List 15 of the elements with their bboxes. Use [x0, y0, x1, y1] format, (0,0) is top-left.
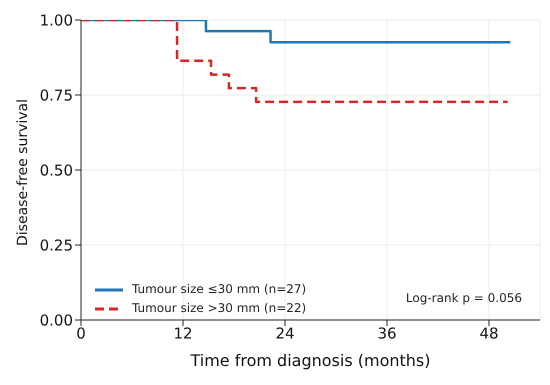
x-tick-label: 12 — [173, 324, 193, 343]
x-tick-label: 0 — [76, 324, 86, 343]
x-tick-label: 24 — [275, 324, 295, 343]
legend-label: Tumour size >30 mm (n=22) — [132, 300, 306, 317]
x-tick-label: 48 — [479, 324, 499, 343]
y-tick-label: 0.25 — [40, 236, 73, 254]
legend-label: Tumour size ≤30 mm (n=27) — [132, 281, 306, 298]
y-tick-label: 0.75 — [40, 86, 73, 104]
x-tick-label: 36 — [377, 324, 397, 343]
y-tick-label: 1.00 — [40, 11, 73, 30]
y-tick-label: 0.50 — [40, 161, 73, 180]
x-axis-title: Time from diagnosis (months) — [189, 351, 431, 370]
y-axis-title: Disease-free survival — [14, 98, 31, 246]
y-tick-label: 0.00 — [40, 311, 73, 330]
annotation: Log-rank p = 0.056 — [406, 291, 522, 305]
